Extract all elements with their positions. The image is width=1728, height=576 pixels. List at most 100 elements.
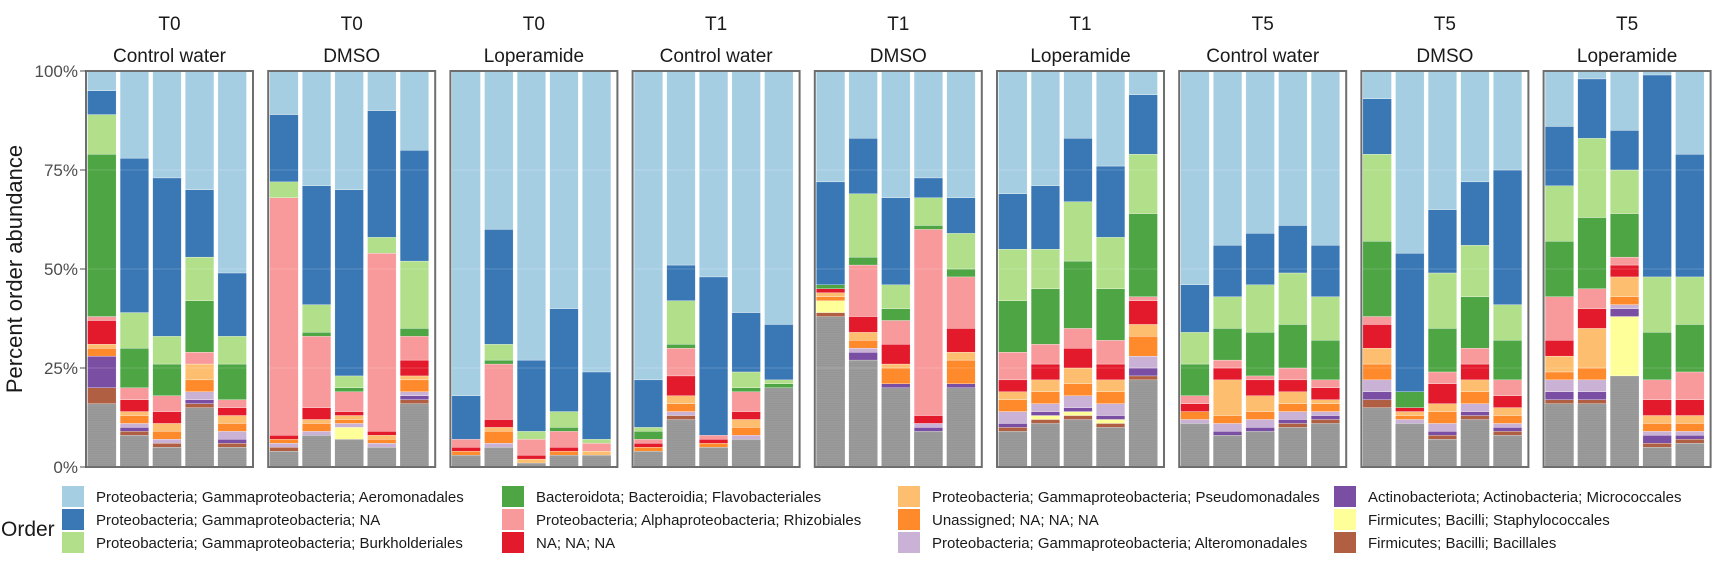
bar-segment — [1577, 328, 1607, 369]
bar-segment — [1245, 419, 1275, 428]
facet-bars — [1362, 70, 1523, 467]
bar-segment — [1310, 411, 1340, 416]
bar-segment — [1577, 367, 1607, 381]
bar-segment — [1577, 217, 1607, 289]
bar-sample-4 — [1642, 70, 1672, 467]
bar-segment — [946, 328, 976, 353]
bar-segment — [1030, 419, 1060, 424]
bar-segment — [881, 308, 911, 321]
bar-segment — [582, 443, 612, 452]
bar-segment — [119, 431, 149, 436]
bar-segment — [119, 399, 149, 412]
bar-segment — [633, 439, 663, 444]
bar-segment — [633, 443, 663, 448]
bar-segment — [1180, 411, 1210, 420]
bar-segment — [367, 70, 397, 111]
bar-segment-other — [699, 447, 728, 467]
bar-segment — [816, 70, 846, 183]
bar-segment-other — [848, 360, 878, 467]
bar-segment — [1460, 403, 1490, 412]
bar-segment — [848, 340, 878, 349]
facet-treatment-label: Control water — [660, 46, 774, 67]
bar-segment — [1427, 423, 1457, 432]
bar-segment — [269, 435, 299, 440]
bar-segment — [1493, 431, 1523, 436]
bar-segment — [731, 411, 761, 420]
bar-sample-4 — [731, 70, 761, 467]
bar-segment — [1362, 399, 1392, 408]
bar-segment — [152, 439, 182, 444]
bar-segment — [1493, 304, 1523, 341]
facet-bars — [1180, 70, 1340, 467]
bar-segment — [1577, 391, 1607, 400]
bar-segment — [185, 391, 215, 400]
bar-segment — [1245, 284, 1275, 333]
bar-segment — [1128, 375, 1158, 381]
bar-segment — [1128, 336, 1158, 357]
bar-segment — [484, 344, 514, 361]
bar-segment — [549, 447, 579, 452]
bar-segment — [1213, 379, 1243, 416]
bar-segment — [484, 443, 514, 448]
bar-segment — [1427, 209, 1457, 274]
bar-segment — [998, 379, 1028, 392]
bar-sample-2 — [302, 70, 332, 467]
bar-segment-other — [217, 447, 247, 467]
bar-segment — [1278, 70, 1308, 226]
bar-segment — [582, 70, 612, 373]
bar-segment — [1544, 399, 1574, 404]
bar-segment — [119, 157, 149, 313]
bar-segment-other — [1362, 407, 1392, 467]
bar-sample-2 — [1030, 70, 1060, 467]
bar-segment — [1128, 324, 1158, 337]
bar-segment — [731, 70, 761, 313]
bar-sample-2 — [666, 70, 696, 467]
bar-sample-1 — [1544, 70, 1574, 467]
bar-segment-other — [1213, 435, 1242, 467]
bar-segment — [87, 316, 117, 321]
bar-sample-1 — [1362, 70, 1392, 467]
bar-segment — [946, 276, 976, 329]
bar-segment-other — [367, 447, 397, 467]
bar-segment — [1460, 391, 1490, 404]
bar-segment — [399, 395, 429, 400]
facet-treatment-label: Control water — [1206, 46, 1320, 67]
bar-segment — [1096, 70, 1126, 167]
bar-segment — [1128, 94, 1158, 155]
legend-swatch — [1334, 486, 1356, 507]
bar-segment — [1310, 387, 1340, 400]
bar-segment — [119, 312, 149, 349]
bar-segment — [1362, 98, 1392, 155]
bar-segment — [87, 114, 117, 155]
bar-segment — [1427, 431, 1457, 436]
bar-segment — [1642, 379, 1672, 400]
bar-segment — [848, 264, 878, 317]
bar-segment — [1544, 355, 1574, 373]
legend-swatch — [502, 486, 524, 507]
legend-item: Bacteroidota; Bacteroidia; Flavobacteria… — [502, 486, 821, 507]
bar-segment — [152, 336, 182, 365]
bar-segment — [1030, 363, 1060, 381]
bar-segment — [1675, 423, 1705, 432]
bar-segment — [1030, 344, 1060, 365]
bar-segment — [1063, 260, 1093, 329]
bar-segment — [848, 70, 878, 139]
bar-segment — [731, 391, 761, 412]
bar-sample-4 — [367, 70, 397, 467]
bar-segment — [1310, 419, 1340, 424]
bar-segment-other — [582, 455, 611, 467]
bar-segment — [87, 154, 117, 317]
legend-item: Proteobacteria; Gammaproteobacteria; Alt… — [898, 532, 1307, 553]
facet-time-label: T1 — [887, 14, 909, 35]
bar-segment — [516, 454, 546, 460]
bar-segment — [1577, 70, 1607, 80]
bar-segment — [269, 197, 299, 436]
bar-segment — [269, 443, 299, 448]
bar-segment — [334, 70, 364, 190]
bar-segment — [1030, 415, 1060, 420]
bar-segment — [451, 439, 481, 448]
facet-border — [813, 70, 983, 468]
bar-segment — [1245, 395, 1275, 412]
bar-segment — [1544, 391, 1574, 400]
